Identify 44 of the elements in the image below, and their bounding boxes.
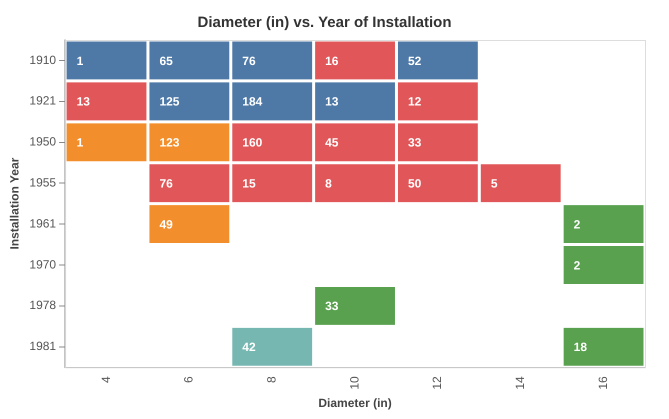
x-tick-label: 12 xyxy=(430,376,444,390)
data-label: 65 xyxy=(159,54,174,68)
data-label: 8 xyxy=(325,176,332,190)
data-label: 5 xyxy=(490,176,498,190)
y-tick-label: 1970 xyxy=(29,257,56,272)
data-label: 49 xyxy=(159,217,174,232)
data-label: 18 xyxy=(574,340,588,354)
data-label: 2 xyxy=(574,217,581,232)
x-tick-label: 4 xyxy=(98,376,113,383)
data-label: 13 xyxy=(76,94,90,109)
data-label: 2 xyxy=(574,258,581,272)
x-tick-label: 6 xyxy=(182,376,196,383)
y-tick-label: 1961 xyxy=(29,216,56,230)
data-label: 13 xyxy=(325,94,339,109)
x-tick-label: 16 xyxy=(596,376,610,390)
x-tick-label: 10 xyxy=(347,376,362,390)
x-tick-label: 14 xyxy=(513,376,528,390)
data-label: 50 xyxy=(408,176,422,190)
y-tick-label: 1910 xyxy=(29,52,56,67)
data-label: 160 xyxy=(242,136,263,150)
y-tick-label: 1955 xyxy=(29,175,56,190)
data-label: 33 xyxy=(408,136,422,150)
data-label: 76 xyxy=(159,176,174,190)
data-label: 12 xyxy=(408,94,422,109)
data-label: 42 xyxy=(242,340,256,354)
data-label: 125 xyxy=(159,94,180,109)
data-label: 45 xyxy=(325,136,339,150)
y-axis-title: Installation Year xyxy=(8,157,22,250)
data-label: 76 xyxy=(242,54,256,68)
y-tick-label: 1950 xyxy=(29,134,56,149)
data-label: 15 xyxy=(242,176,256,190)
data-label: 52 xyxy=(408,54,422,68)
chart-title: Diameter (in) vs. Year of Installation xyxy=(198,14,452,32)
y-tick-label: 1978 xyxy=(29,298,56,312)
y-tick-label: 1921 xyxy=(29,94,56,108)
data-label: 1 xyxy=(76,136,84,150)
x-axis-title: Diameter (in) xyxy=(318,396,392,410)
data-label: 33 xyxy=(325,299,339,314)
data-label: 1 xyxy=(76,54,84,68)
data-label: 16 xyxy=(325,54,339,68)
data-label: 184 xyxy=(242,94,263,109)
y-tick-label: 1981 xyxy=(29,339,56,354)
data-label: 123 xyxy=(159,136,180,150)
x-tick-label: 8 xyxy=(264,376,279,383)
